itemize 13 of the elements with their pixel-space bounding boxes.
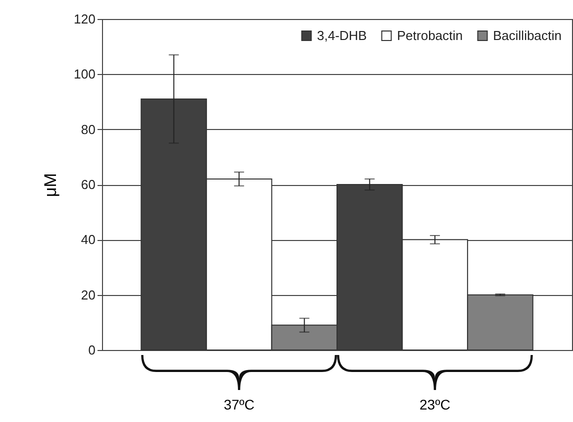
- y-tick-label: 40: [81, 232, 96, 248]
- legend-label: 3,4-DHB: [317, 28, 367, 43]
- x-tick-label: 37ºC: [224, 396, 254, 412]
- y-tick-label: 60: [81, 177, 96, 192]
- y-tick-label: 0: [88, 342, 96, 358]
- y-tick-label: 20: [81, 287, 96, 302]
- legend-label: Petrobactin: [397, 28, 463, 43]
- y-tick-label: 100: [74, 66, 96, 82]
- y-tick-label: 120: [74, 12, 96, 26]
- x-tick-label: 23ºC: [420, 396, 450, 412]
- legend-label: Bacillibactin: [493, 28, 562, 43]
- y-axis-title: μM: [40, 173, 60, 197]
- y-tick-label: 80: [81, 122, 96, 137]
